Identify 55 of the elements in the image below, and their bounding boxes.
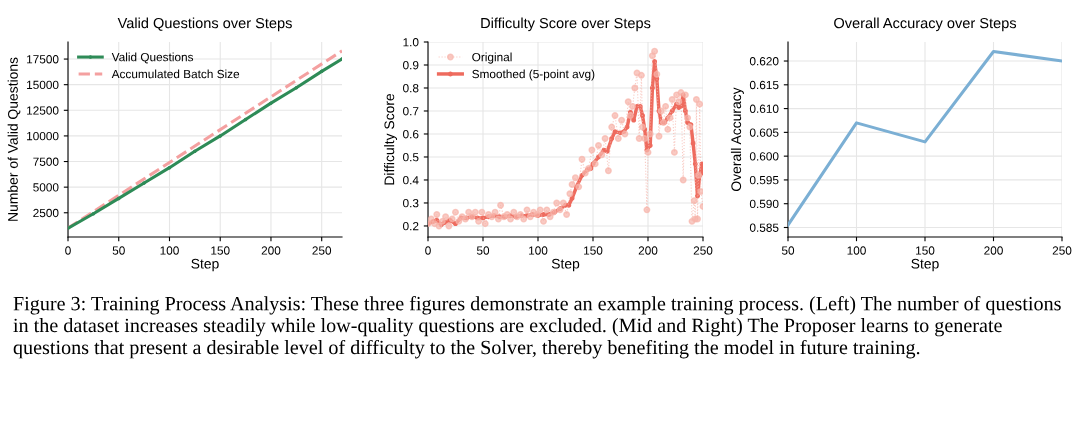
y-tick-label: 15000 — [27, 80, 59, 90]
x-tick-label: 250 — [693, 246, 713, 255]
y-tick-label: 0.9 — [403, 61, 419, 70]
chart-title: Overall Accuracy over Steps — [834, 17, 1017, 32]
y-tick-label: 0.2 — [403, 222, 419, 231]
y-axis-title: Overall Accuracy — [730, 87, 744, 191]
x-tick-label: 100 — [160, 246, 179, 255]
x-axis-title: Step — [911, 258, 939, 272]
x-tick-label: 200 — [638, 246, 658, 255]
y-tick-label: 1.0 — [403, 38, 419, 47]
y-tick-label: 0.610 — [749, 104, 779, 113]
y-tick-label: 0.8 — [403, 84, 419, 93]
y-tick-label: 0.595 — [749, 175, 779, 185]
y-tick-label: 5000 — [33, 183, 59, 192]
x-tick-label: 250 — [1052, 246, 1072, 255]
x-tick-label: 150 — [916, 246, 935, 255]
chart-title: Valid Questions over Steps — [117, 17, 292, 32]
x-tick-label: 200 — [984, 246, 1003, 255]
x-tick-label: 150 — [211, 246, 230, 255]
y-tick-label: 17500 — [27, 55, 59, 64]
y-tick-label: 7500 — [33, 157, 59, 166]
legend-label: Valid Questions — [111, 52, 194, 64]
y-tick-label: 0.600 — [749, 152, 779, 161]
y-tick-label: 10000 — [27, 131, 59, 141]
x-tick-label: 50 — [781, 246, 795, 255]
y-tick-label: 0.590 — [749, 199, 779, 209]
x-tick-label: 150 — [584, 246, 603, 255]
y-tick-label: 0.615 — [749, 80, 779, 90]
x-axis-title: Step — [551, 258, 580, 272]
y-tick-label: 0.3 — [403, 199, 419, 208]
y-axis-title: Number of Valid Questions — [7, 57, 21, 221]
y-axis-title: Difficulty Score — [384, 93, 398, 185]
y-tick-label: 12500 — [27, 106, 59, 115]
y-tick-label: 0.7 — [403, 107, 419, 116]
x-tick-label: 0 — [65, 246, 71, 255]
chart-title: Difficulty Score over Steps — [481, 17, 651, 32]
caption: Figure 3: Training Process Analysis: These three figures demonstrate an example training process. (Left) The number of questions in the dataset increases steadily while low-quality questions are excluded. (Mid and Right) The Proposer learns to generate questions that present a desirable level of difficulty to the Solver, thereby benefiting the model in future training. — [13, 296, 1061, 359]
x-tick-label: 0 — [425, 246, 431, 255]
y-tick-label: 0.605 — [749, 128, 779, 137]
x-tick-label: 50 — [476, 246, 490, 255]
y-tick-label: 0.620 — [749, 57, 779, 66]
x-axis-title: Step — [191, 258, 219, 272]
x-tick-label: 250 — [312, 246, 332, 255]
y-tick-label: 2500 — [33, 208, 59, 218]
x-tick-label: 50 — [112, 246, 125, 255]
y-tick-label: 0.585 — [749, 223, 779, 232]
legend-label: Accumulated Batch Size — [111, 69, 240, 79]
legend-label: Smoothed (5-point avg) — [472, 69, 595, 81]
y-tick-label: 0.5 — [403, 153, 419, 162]
x-tick-label: 100 — [847, 246, 866, 255]
legend-label: Original — [472, 52, 512, 64]
y-tick-label: 0.6 — [403, 130, 419, 139]
x-tick-label: 200 — [261, 246, 281, 255]
y-tick-label: 0.4 — [403, 176, 419, 185]
x-tick-label: 100 — [529, 246, 548, 255]
